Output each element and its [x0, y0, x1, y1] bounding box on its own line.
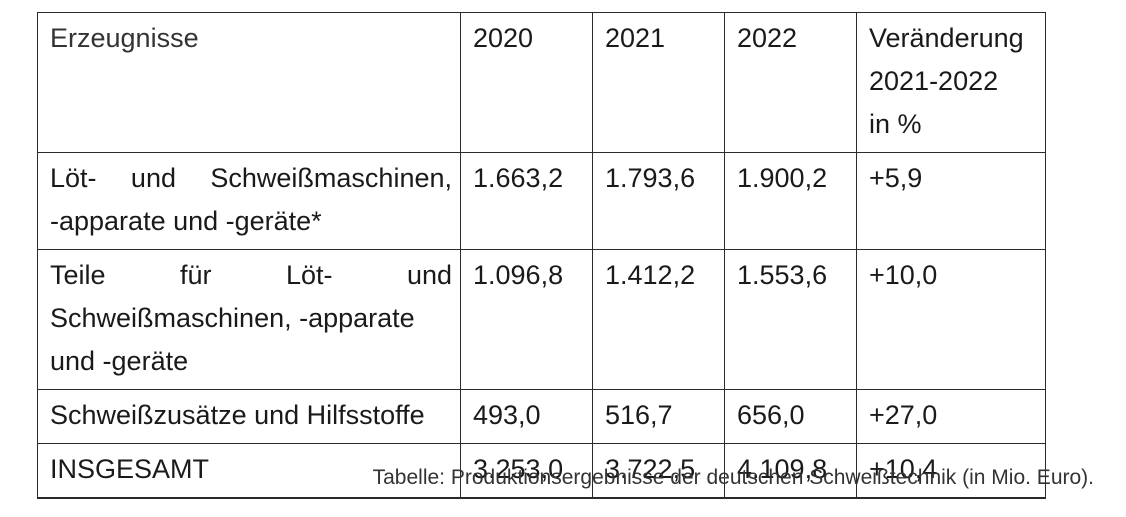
cell-2022: 656,0: [724, 389, 857, 444]
row-product: Schweißzusätze und Hilfsstoffe: [37, 389, 461, 444]
table-row-total: INSGESAMT 3.253,0 3.722,5 4.109,8 +10,4: [37, 443, 1046, 499]
cell-2021: 516,7: [592, 389, 725, 444]
cell-change: +10,4: [856, 443, 1046, 499]
cell-change: +5,9: [856, 152, 1046, 250]
header-change-line2: 2021-2022: [869, 66, 999, 96]
cell-2020: 493,0: [460, 389, 593, 444]
table-row: Löt- und Schweißmaschinen, -apparate und…: [37, 152, 1046, 250]
table-header-row: Erzeugnisse 2020 2021 2022 Veränderung 2…: [37, 12, 1046, 153]
header-change: Veränderung 2021-2022 in %: [856, 12, 1046, 153]
cell-2022: 1.553,6: [724, 249, 857, 390]
table-caption: Tabelle: Produktionsergebnisse der deuts…: [372, 466, 1094, 489]
cell-2020: 1.096,8: [460, 249, 593, 390]
cell-2021: 1.412,2: [592, 249, 725, 390]
header-change-line1: Veränderung: [869, 23, 1024, 53]
row-product: Löt- und Schweißmaschinen, -apparate und…: [37, 152, 461, 250]
table-row: Schweißzusätze und Hilfsstoffe 493,0 516…: [37, 389, 1046, 444]
header-product: Erzeugnisse: [37, 12, 461, 153]
cell-change: +27,0: [856, 389, 1046, 444]
row-product-line: INSGESAMT: [50, 454, 210, 484]
row-product-line: Schweißmaschinen, -apparate: [50, 303, 415, 333]
header-2022: 2022: [724, 12, 857, 153]
row-product-line: und -geräte: [50, 346, 189, 376]
cell-2022: 1.900,2: [724, 152, 857, 250]
cell-change: +10,0: [856, 249, 1046, 390]
header-2021: 2021: [592, 12, 725, 153]
row-product: INSGESAMT: [37, 443, 461, 499]
cell-2020: 1.663,2: [460, 152, 593, 250]
header-2020: 2020: [460, 12, 593, 153]
row-product: Teile für Löt- und Schweißmaschinen, -ap…: [37, 249, 461, 390]
cell-2021: 1.793,6: [592, 152, 725, 250]
cell-2020: 3.253,0: [460, 443, 593, 499]
cell-2021: 3.722,5: [592, 443, 725, 499]
row-product-line: -apparate und -geräte*: [50, 206, 322, 236]
row-product-line: Schweißzusätze und Hilfsstoffe: [50, 400, 425, 430]
row-product-line: Teile für Löt- und: [50, 260, 452, 290]
production-table: Erzeugnisse 2020 2021 2022 Veränderung 2…: [37, 12, 1046, 499]
cell-2022: 4.109,8: [724, 443, 857, 499]
row-product-line: Löt- und Schweißmaschinen,: [50, 163, 452, 193]
header-change-line3: in %: [869, 109, 922, 139]
table-row: Teile für Löt- und Schweißmaschinen, -ap…: [37, 249, 1046, 390]
